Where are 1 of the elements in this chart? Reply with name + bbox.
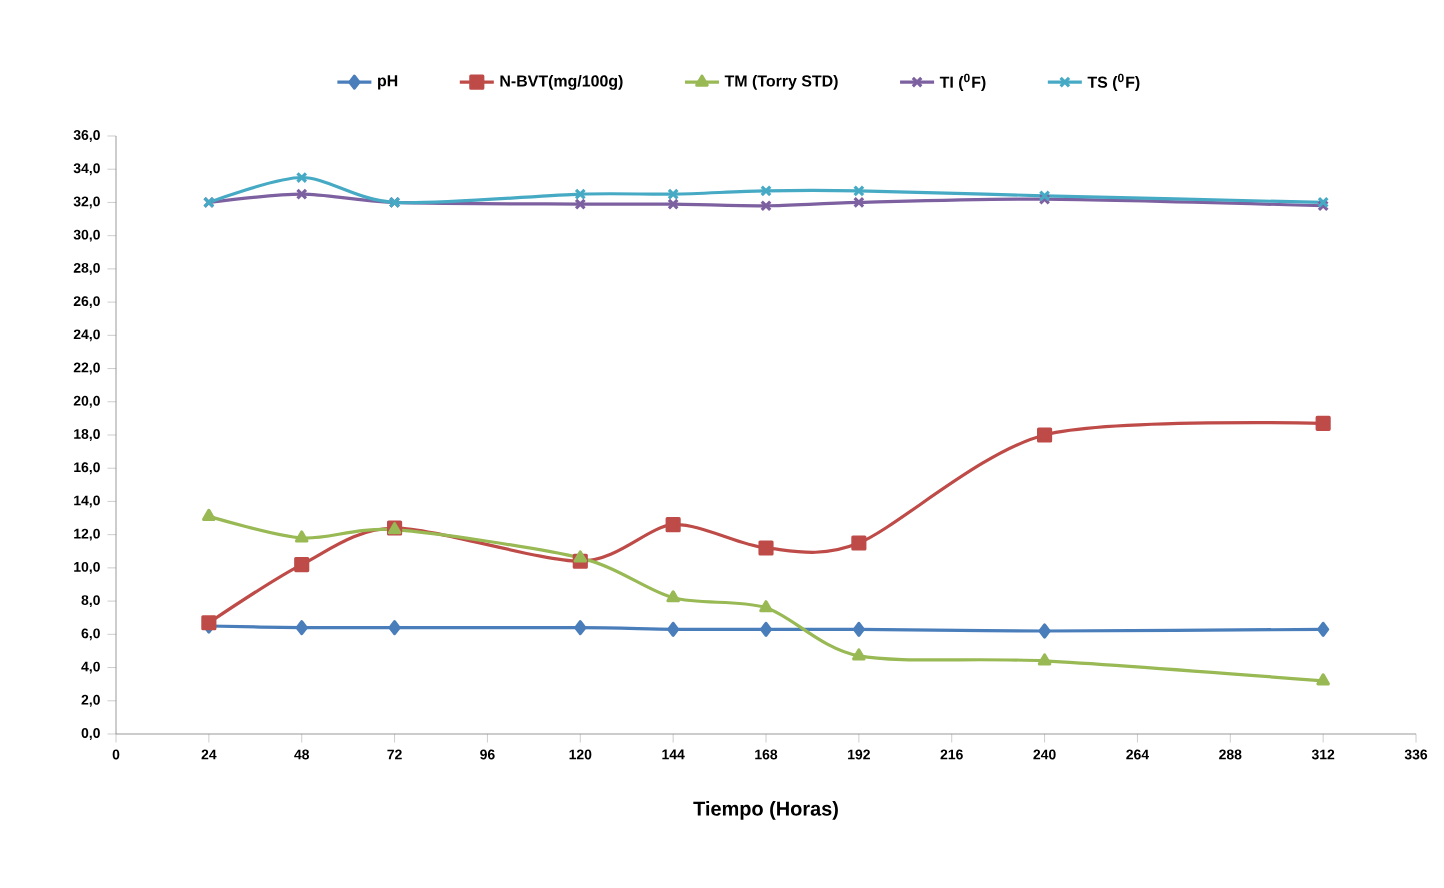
x-axis-title: Tiempo (Horas)	[693, 801, 838, 820]
